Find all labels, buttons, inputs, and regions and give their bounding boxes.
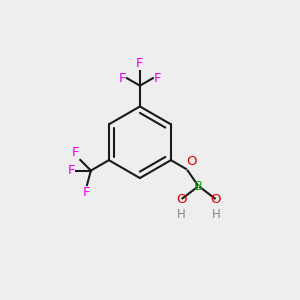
Text: F: F [68,164,75,177]
Text: F: F [154,72,161,85]
Text: F: F [136,57,144,70]
Text: O: O [176,193,187,206]
Text: H: H [212,208,220,221]
Text: O: O [187,155,197,168]
Text: F: F [83,186,91,199]
Text: B: B [194,180,203,193]
Text: F: F [72,146,80,159]
Text: O: O [211,193,221,206]
Text: F: F [118,72,126,85]
Text: H: H [177,208,186,221]
